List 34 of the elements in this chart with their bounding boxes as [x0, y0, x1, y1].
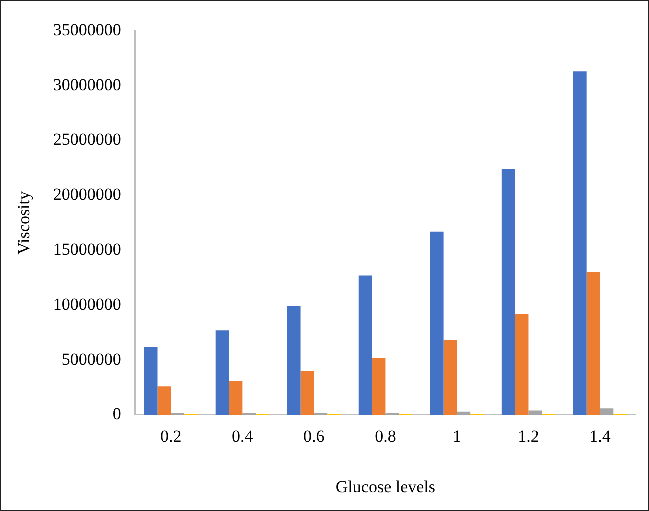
bar — [300, 371, 314, 416]
x-tick-label: 0.2 — [160, 426, 182, 446]
bar — [457, 412, 471, 416]
bar — [515, 314, 529, 416]
y-tick-label: 15000000 — [53, 240, 122, 260]
x-tick-label: 0.4 — [232, 426, 254, 446]
y-tick-label: 25000000 — [53, 130, 122, 150]
bar — [144, 347, 158, 416]
bar — [229, 381, 243, 416]
bar — [216, 330, 230, 416]
bar — [573, 72, 587, 416]
x-tick-label: 1.4 — [590, 426, 612, 446]
y-tick-label: 5000000 — [62, 350, 122, 369]
bar — [586, 272, 600, 416]
bar — [444, 340, 458, 416]
x-tick-label: 1.2 — [518, 426, 540, 446]
bar — [600, 408, 614, 416]
bar — [358, 276, 372, 416]
bar — [430, 232, 444, 416]
y-tick-label: 10000000 — [53, 294, 122, 314]
bar — [502, 169, 516, 416]
y-tick-label: 30000000 — [53, 75, 122, 94]
y-axis-title: Viscosity — [14, 191, 34, 255]
y-tick-label: 20000000 — [53, 185, 122, 204]
bar — [372, 358, 386, 416]
x-tick-label: 0.6 — [304, 426, 325, 446]
y-tick-label: 0 — [112, 404, 122, 424]
x-axis-title: Glucose levels — [336, 477, 436, 496]
x-tick-label: 0.8 — [375, 426, 396, 446]
bar — [287, 306, 301, 416]
x-tick-label: 1 — [452, 426, 462, 446]
bar — [528, 410, 542, 416]
bar — [158, 386, 172, 416]
y-tick-label: 35000000 — [53, 20, 122, 40]
